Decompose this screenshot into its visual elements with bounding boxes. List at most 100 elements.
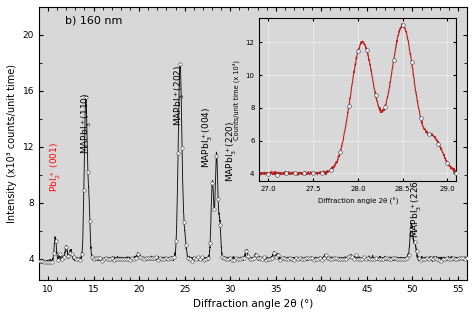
Point (204, 255, 212, 260)
Point (201, 257, 208, 262)
Point (170, 254, 178, 259)
Point (401, 256, 408, 261)
Point (393, 256, 401, 261)
Point (100, 257, 108, 262)
Point (46, 260, 54, 265)
Point (276, 257, 284, 262)
Point (56, 252, 64, 257)
Point (429, 257, 437, 262)
Point (90, 257, 98, 262)
Point (192, 256, 200, 261)
Point (335, 257, 342, 262)
Point (54, 257, 62, 262)
Point (245, 253, 252, 258)
Point (166, 256, 174, 261)
Point (154, 257, 162, 262)
Point (266, 257, 274, 262)
Point (220, 256, 228, 261)
Point (419, 256, 427, 261)
Point (449, 256, 456, 261)
Point (261, 255, 268, 260)
Point (301, 256, 308, 261)
Point (291, 257, 298, 262)
Point (441, 256, 448, 261)
Point (403, 256, 410, 261)
Point (337, 257, 344, 262)
Point (431, 256, 438, 261)
Point (365, 256, 372, 261)
Point (94, 256, 102, 261)
Point (463, 255, 471, 260)
Point (80, 187, 88, 192)
Point (142, 256, 150, 261)
Text: b) 160 nm: b) 160 nm (64, 15, 122, 25)
Point (387, 256, 394, 261)
Point (82, 95, 90, 100)
Point (104, 256, 112, 261)
Point (253, 252, 260, 257)
Point (178, 145, 186, 150)
Point (246, 256, 254, 261)
Point (328, 257, 336, 262)
Point (232, 255, 240, 260)
Point (132, 256, 140, 261)
Point (224, 257, 232, 262)
Point (399, 257, 406, 262)
Point (146, 256, 154, 261)
Point (437, 258, 445, 263)
Point (435, 257, 442, 262)
Point (160, 256, 168, 261)
Point (38, 259, 46, 264)
Point (421, 257, 428, 262)
Point (459, 256, 466, 261)
Point (423, 255, 430, 260)
Point (156, 256, 164, 261)
Point (264, 257, 272, 262)
Point (230, 257, 238, 262)
Point (212, 154, 220, 159)
Point (66, 250, 73, 255)
Point (343, 257, 350, 262)
Point (235, 257, 242, 262)
Point (415, 256, 422, 261)
Point (353, 253, 360, 258)
Point (98, 258, 106, 263)
X-axis label: Diffraction angle 2θ (°): Diffraction angle 2θ (°) (193, 299, 313, 309)
Point (258, 256, 266, 261)
Point (453, 256, 460, 261)
Point (152, 255, 160, 260)
Point (405, 252, 412, 257)
Point (198, 255, 206, 260)
Point (202, 257, 210, 262)
Point (116, 257, 124, 262)
Point (250, 255, 258, 260)
Point (271, 251, 278, 256)
Point (281, 256, 288, 261)
Point (72, 256, 80, 261)
Point (136, 254, 144, 259)
Point (345, 254, 352, 259)
Point (274, 253, 282, 258)
Point (443, 256, 450, 261)
Point (369, 257, 376, 262)
Text: MAPbI$_3^+$(220): MAPbI$_3^+$(220) (225, 120, 239, 182)
Y-axis label: Intensity (x10³ counts/unit time): Intensity (x10³ counts/unit time) (7, 64, 17, 223)
Point (86, 218, 94, 223)
Point (413, 249, 420, 254)
Point (42, 259, 50, 264)
Point (445, 256, 453, 261)
Point (64, 253, 72, 258)
Point (371, 257, 378, 262)
Point (411, 240, 419, 245)
Point (319, 258, 326, 263)
Point (255, 256, 262, 261)
Point (144, 256, 152, 261)
Point (381, 256, 388, 261)
Point (320, 255, 328, 260)
Point (338, 256, 346, 261)
Point (283, 257, 290, 262)
Point (292, 256, 300, 261)
Point (168, 256, 176, 261)
Point (58, 256, 65, 261)
Point (74, 256, 82, 261)
